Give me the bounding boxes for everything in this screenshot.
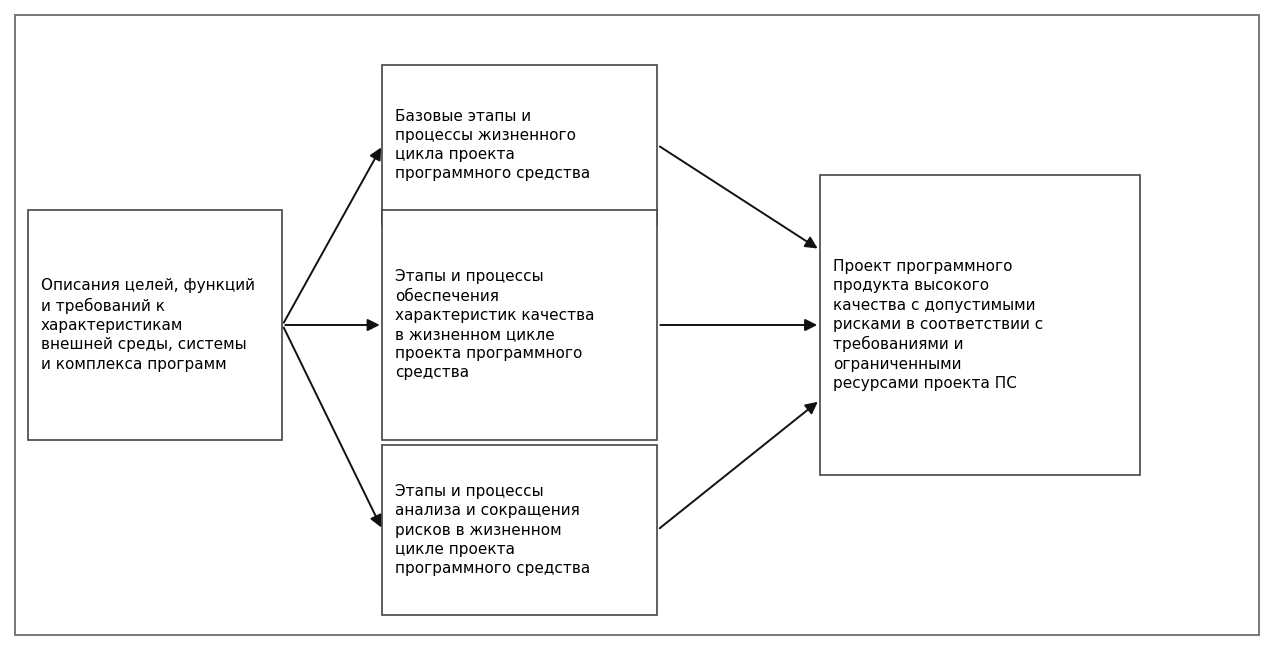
Text: Этапы и процессы
обеспечения
характеристик качества
в жизненном цикле
проекта пр: Этапы и процессы обеспечения характерист… <box>395 270 595 380</box>
Bar <box>382 65 657 225</box>
Text: Этапы и процессы
анализа и сокращения
рисков в жизненном
цикле проекта
программн: Этапы и процессы анализа и сокращения ри… <box>395 484 591 576</box>
Text: Проект программного
продукта высокого
качества с допустимыми
рисками в соответст: Проект программного продукта высокого ка… <box>833 259 1043 391</box>
Bar <box>820 175 1140 475</box>
Bar <box>28 210 283 440</box>
Text: Описания целей, функций
и требований к
характеристикам
внешней среды, системы
и : Описания целей, функций и требований к х… <box>41 278 255 372</box>
Bar <box>382 210 657 440</box>
Bar <box>382 445 657 615</box>
Text: Базовые этапы и
процессы жизненного
цикла проекта
программного средства: Базовые этапы и процессы жизненного цикл… <box>395 109 591 181</box>
